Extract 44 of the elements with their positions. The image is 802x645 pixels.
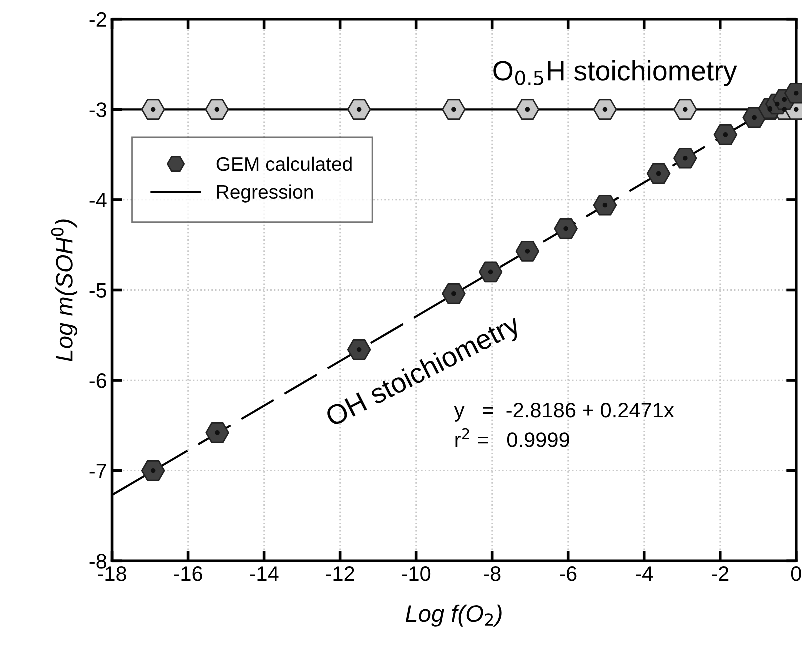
point bbox=[646, 163, 671, 184]
y-tick-label: -6 bbox=[90, 374, 107, 388]
x-tick-label: -12 bbox=[326, 566, 354, 582]
point bbox=[554, 218, 578, 240]
point bbox=[674, 99, 698, 120]
point bbox=[347, 99, 372, 120]
x-tick-label: 0 bbox=[791, 566, 802, 582]
x-tick-label: -16 bbox=[174, 566, 202, 582]
point bbox=[442, 99, 466, 120]
x-tick-label: -4 bbox=[636, 566, 654, 582]
y-tick-label: -2 bbox=[90, 12, 106, 27]
x-tick-label: -18 bbox=[98, 566, 126, 582]
point bbox=[347, 339, 372, 360]
point bbox=[794, 91, 799, 96]
legend-label: GEM calculated bbox=[216, 156, 352, 172]
x-axis-title: Log f(O$_{2}$) bbox=[406, 604, 502, 627]
point bbox=[516, 99, 540, 120]
point bbox=[141, 99, 166, 120]
annotation: y = -2.8186 + 0.2471x bbox=[454, 402, 674, 422]
x-tick-label: -10 bbox=[402, 566, 431, 582]
x-tick-label: -14 bbox=[250, 566, 279, 582]
y-tick-label: -7 bbox=[90, 464, 106, 478]
x-tick-label: -2 bbox=[712, 566, 729, 582]
point bbox=[442, 283, 466, 304]
point bbox=[714, 124, 738, 146]
annotation: r$^{2}$ = 0.9999 bbox=[456, 428, 570, 448]
point bbox=[516, 241, 540, 262]
point bbox=[206, 422, 230, 444]
x-tick-label: -8 bbox=[484, 566, 501, 582]
point bbox=[593, 194, 618, 216]
y-tick-label: -4 bbox=[90, 193, 107, 208]
annotation: O$_{0.5}$H stoichiometry bbox=[494, 60, 738, 86]
point bbox=[742, 107, 766, 128]
y-axis-title: Log m(SOH$^{0}$) bbox=[51, 220, 78, 362]
y-tick-label: -3 bbox=[90, 102, 107, 118]
x-tick-label: -6 bbox=[560, 566, 577, 582]
legend-label: Regression bbox=[217, 184, 313, 203]
y-tick-label: -5 bbox=[90, 283, 107, 298]
point bbox=[478, 262, 503, 283]
point bbox=[205, 99, 230, 120]
point bbox=[593, 99, 618, 120]
point bbox=[674, 148, 698, 169]
point bbox=[141, 460, 166, 482]
y-tick-label: -8 bbox=[90, 554, 107, 569]
